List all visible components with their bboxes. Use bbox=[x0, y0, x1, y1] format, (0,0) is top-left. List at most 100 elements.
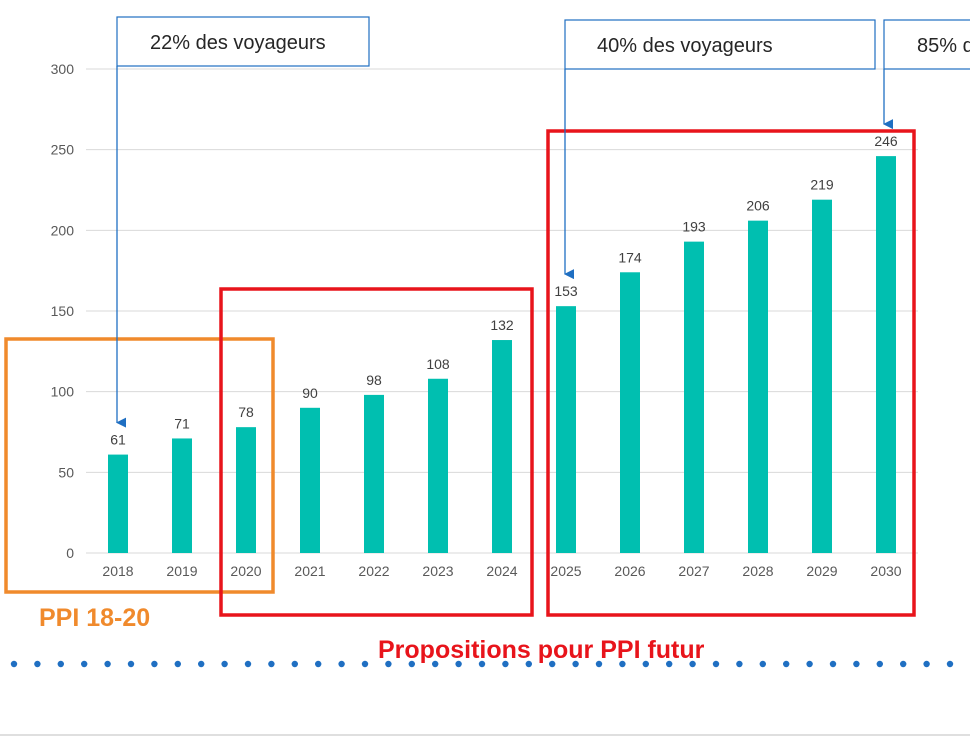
separator-dot bbox=[689, 660, 696, 668]
callout-text: 85% d bbox=[917, 35, 970, 57]
y-tick-label: 200 bbox=[51, 222, 75, 238]
bar-2023 bbox=[428, 378, 448, 553]
separator-dot bbox=[923, 660, 930, 668]
separator-dot bbox=[198, 660, 205, 668]
ppi-18-20-caption: PPI 18-20 bbox=[39, 604, 150, 632]
x-tick-label: 2030 bbox=[870, 563, 901, 579]
separator-dot bbox=[221, 660, 228, 668]
y-axis-ticks: 0 50 100 150 200 250 300 bbox=[51, 61, 75, 561]
bar-2021 bbox=[300, 407, 320, 553]
x-tick-label: 2021 bbox=[294, 563, 325, 579]
data-label-2021: 90 bbox=[302, 385, 318, 401]
data-labels: 61 71 78 90 98 108 132 153 174 193 206 219 246 bbox=[110, 133, 898, 447]
separator-dot bbox=[595, 660, 603, 668]
x-tick-label: 2024 bbox=[486, 563, 517, 579]
data-label-2030: 246 bbox=[874, 133, 898, 149]
separator-dot bbox=[338, 660, 345, 668]
separator-dot bbox=[432, 660, 439, 668]
bar-2026 bbox=[620, 272, 640, 553]
x-tick-label: 2027 bbox=[678, 563, 709, 579]
callout-box bbox=[116, 16, 370, 67]
group-boxes bbox=[4, 129, 916, 617]
data-label-2019: 71 bbox=[174, 415, 190, 431]
bar-2027 bbox=[684, 241, 704, 554]
callout-text: 40% des voyageurs bbox=[597, 35, 773, 57]
x-tick-label: 2025 bbox=[550, 563, 581, 579]
y-tick-label: 100 bbox=[51, 384, 75, 400]
data-label-2026: 174 bbox=[618, 249, 642, 265]
x-tick-label: 2020 bbox=[230, 563, 261, 579]
separator-dot bbox=[572, 660, 579, 668]
separator-dot bbox=[712, 660, 720, 668]
callout-text: 22% des voyageurs bbox=[150, 32, 326, 54]
separator-dot bbox=[946, 660, 954, 668]
y-tick-label: 300 bbox=[51, 61, 75, 77]
separator-dot bbox=[244, 660, 252, 668]
y-tick-label: 0 bbox=[66, 545, 74, 561]
separator-dot bbox=[853, 660, 860, 668]
separator-dot bbox=[502, 660, 509, 668]
bar-2020 bbox=[236, 427, 256, 553]
x-tick-label: 2023 bbox=[422, 563, 453, 579]
callout-box bbox=[564, 19, 876, 70]
group-box-2018-2020 bbox=[4, 337, 275, 594]
separator-dot bbox=[174, 660, 181, 668]
data-label-2027: 193 bbox=[682, 219, 706, 235]
bar-2028 bbox=[748, 220, 768, 554]
separator-dot bbox=[455, 660, 462, 668]
separator-dot bbox=[829, 660, 837, 668]
x-tick-label: 2022 bbox=[358, 563, 389, 579]
separator-dot bbox=[10, 660, 18, 668]
bar-2024 bbox=[492, 340, 512, 553]
separator-dot bbox=[57, 660, 64, 668]
data-label-2023: 108 bbox=[426, 356, 450, 372]
separator-dot bbox=[900, 660, 907, 668]
y-tick-label: 50 bbox=[58, 464, 74, 480]
dotted-separator bbox=[10, 660, 954, 668]
separator-dot bbox=[385, 660, 392, 668]
data-label-2022: 98 bbox=[366, 372, 382, 388]
x-axis-ticks: 2018 2019 2020 2021 2022 2023 2024 2025 2026 2027… bbox=[102, 563, 901, 579]
separator-dot bbox=[549, 660, 556, 668]
separator-dot bbox=[315, 660, 322, 668]
separator-dot bbox=[34, 660, 41, 668]
callouts: 22% des voyageurs 40% des voyageurs 85% d bbox=[116, 16, 970, 428]
callout-box bbox=[883, 19, 970, 70]
propositions-caption: Propositions pour PPI futur bbox=[378, 636, 705, 664]
x-tick-label: 2026 bbox=[614, 563, 645, 579]
y-tick-label: 250 bbox=[51, 142, 75, 158]
separator-dot bbox=[876, 660, 883, 668]
separator-dot bbox=[666, 660, 673, 668]
separator-dot bbox=[361, 660, 369, 668]
separator-dot bbox=[291, 660, 298, 668]
data-label-2024: 132 bbox=[490, 317, 514, 333]
separator-dot bbox=[478, 660, 486, 668]
separator-dot bbox=[81, 660, 88, 668]
separator-dot bbox=[619, 660, 626, 668]
separator-dot bbox=[268, 660, 275, 668]
group-box-2025-2030 bbox=[546, 129, 916, 617]
separator-dot bbox=[127, 660, 135, 668]
bars bbox=[108, 156, 896, 554]
separator-dot bbox=[408, 660, 415, 668]
separator-dot bbox=[759, 660, 766, 668]
data-label-2025: 153 bbox=[554, 283, 578, 299]
separator-dot bbox=[151, 660, 158, 668]
separator-dot bbox=[525, 660, 532, 668]
bar-2025 bbox=[556, 306, 576, 553]
bar-2029 bbox=[812, 199, 832, 553]
x-tick-label: 2019 bbox=[166, 563, 197, 579]
separator-dot bbox=[642, 660, 649, 668]
bar-2018 bbox=[108, 454, 128, 553]
bar-2030 bbox=[876, 156, 896, 553]
x-tick-label: 2018 bbox=[102, 563, 133, 579]
x-tick-label: 2028 bbox=[742, 563, 773, 579]
data-label-2020: 78 bbox=[238, 404, 254, 420]
data-label-2028: 206 bbox=[746, 198, 770, 214]
separator-dot bbox=[783, 660, 790, 668]
bar-2022 bbox=[364, 394, 384, 553]
y-tick-label: 150 bbox=[51, 303, 75, 319]
separator-dot bbox=[736, 660, 743, 668]
bar-2019 bbox=[172, 438, 192, 553]
